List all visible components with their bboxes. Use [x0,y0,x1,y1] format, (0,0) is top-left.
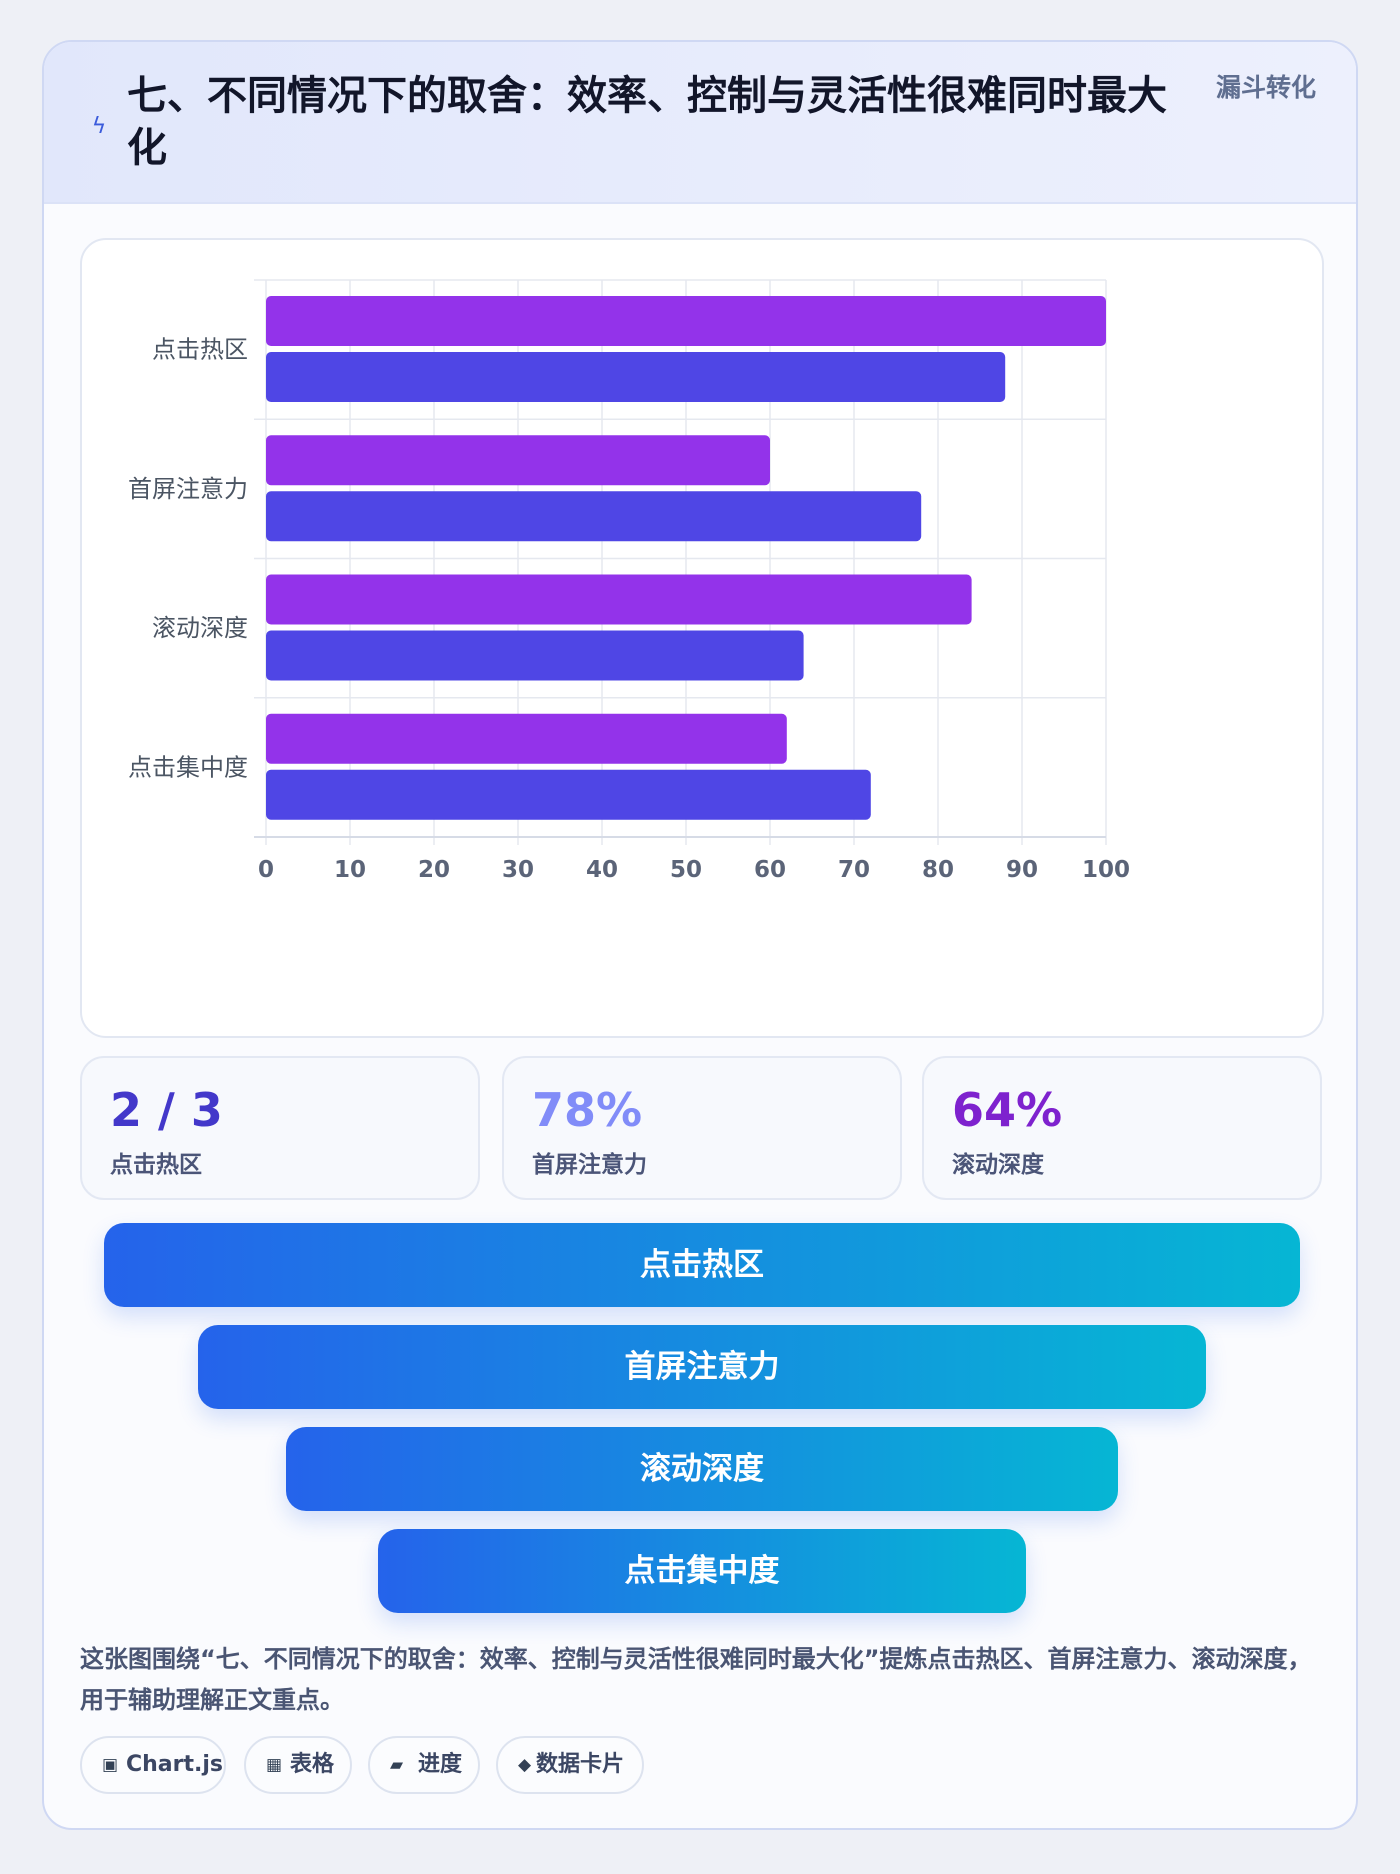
stat-card: 64% 滚动深度 [922,1056,1322,1200]
tag-label: Chart.js [126,1752,224,1777]
funnel-stage: 首屏注意力 [198,1325,1206,1409]
bar-series-2 [266,769,871,820]
x-tick-label: 0 [258,857,274,883]
tag-chartjs[interactable]: ▣ Chart.js [80,1736,226,1794]
x-tick-label: 70 [838,857,870,883]
stat-card: 2 / 3 点击热区 [80,1056,480,1200]
chart-icon: ▣ [102,1755,119,1775]
y-tick-label: 点击热区 [152,336,248,364]
bar-series-1 [266,713,787,764]
stat-label: 首屏注意力 [532,1152,647,1178]
page-title: 七、不同情况下的取舍：效率、控制与灵活性很难同时最大化 [127,73,1167,171]
y-tick-label: 点击集中度 [128,753,248,781]
stat-value: 78% [532,1083,643,1137]
x-tick-label: 10 [334,857,366,883]
card-icon: ◆ [518,1755,532,1775]
bar-chart: 点击热区首屏注意力滚动深度点击集中度 0 10 20 30 40 50 60 70 80 90 100 [80,238,1324,1038]
tag-data-card[interactable]: ◆ 数据卡片 [496,1736,644,1794]
progress-icon: ▰ [390,1755,404,1775]
bar-series-2 [266,630,804,681]
y-tick-label: 滚动深度 [152,614,248,642]
x-tick-label: 20 [418,857,450,883]
tag-label: 表格 [290,1752,335,1777]
funnel-stage: 滚动深度 [286,1427,1118,1511]
chart-description: 这张图围绕“七、不同情况下的取舍：效率、控制与灵活性很难同时最大化”提炼点击热区… [80,1645,1312,1714]
tag-progress[interactable]: ▰ 进度 [368,1736,480,1794]
bar-series-1 [266,296,1106,346]
card-header: ϟ 七、不同情况下的取舍：效率、控制与灵活性很难同时最大化 漏斗转化 [44,42,1356,204]
bar-series-1 [266,574,972,625]
stat-card: 78% 首屏注意力 [502,1056,902,1200]
tag-label: 进度 [418,1752,463,1777]
y-tick-label: 首屏注意力 [128,475,248,503]
x-tick-label: 90 [1006,857,1038,883]
table-icon: ▦ [266,1755,283,1775]
bar-series-1 [266,435,770,486]
stat-label: 滚动深度 [952,1152,1044,1178]
stat-value: 64% [952,1083,1063,1137]
bar-series-2 [266,352,1006,402]
infographic-card: ϟ 七、不同情况下的取舍：效率、控制与灵活性很难同时最大化 漏斗转化 点击热区首… [42,40,1358,1830]
x-tick-label: 50 [670,857,702,883]
stat-label: 点击热区 [110,1152,202,1178]
x-tick-label: 60 [754,857,786,883]
x-tick-label: 100 [1082,857,1130,883]
funnel-stage: 点击热区 [104,1223,1300,1307]
tag-table[interactable]: ▦ 表格 [244,1736,352,1794]
funnel-stage: 点击集中度 [378,1529,1026,1613]
stat-cards: 2 / 3 点击热区 78% 首屏注意力 64% 滚动深度 [80,1056,1324,1200]
stat-value: 2 / 3 [110,1083,223,1137]
x-tick-label: 40 [586,857,618,883]
lightning-icon: ϟ [91,114,107,139]
bar-series-2 [266,491,922,542]
x-tick-label: 80 [922,857,954,883]
tag-label: 数据卡片 [536,1752,625,1777]
x-tick-label: 30 [502,857,534,883]
header-tag: 漏斗转化 [1216,73,1317,102]
